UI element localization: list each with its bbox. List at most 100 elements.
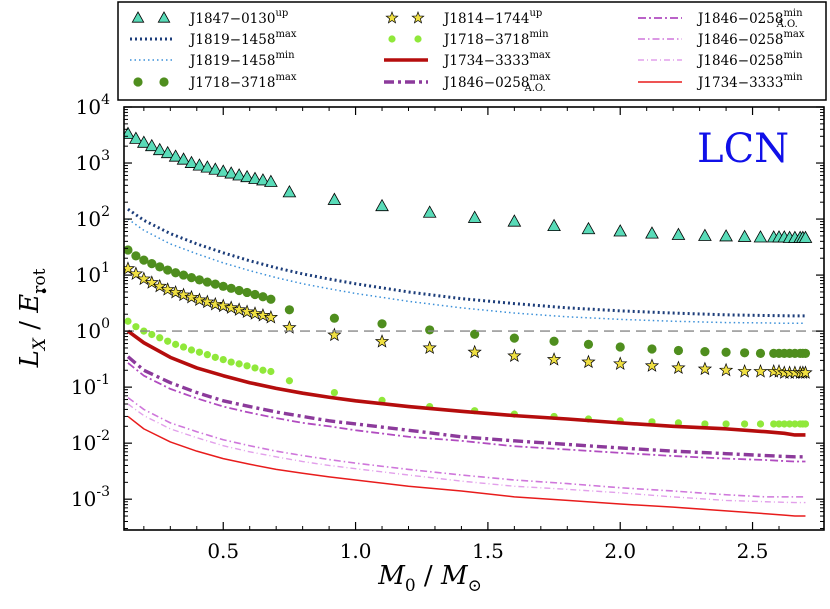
circle-marker bbox=[124, 245, 133, 255]
circle-marker bbox=[775, 420, 783, 428]
triangle-marker bbox=[719, 229, 733, 242]
legend-entry: J1819−1458min bbox=[130, 50, 295, 69]
legend-label: J1846−0258min bbox=[696, 50, 803, 69]
triangle-marker bbox=[264, 174, 278, 187]
series-j1814-1744-up bbox=[124, 261, 813, 379]
series-j1847-0130-up bbox=[124, 126, 813, 243]
triangle-marker bbox=[798, 230, 813, 243]
circle-marker bbox=[509, 333, 519, 343]
circle-marker bbox=[770, 420, 778, 428]
axes: 0.5 1.0 1.5 2.0 2.5 10-3 10-2 10-1 100 101 102 103 1… bbox=[71, 92, 825, 563]
star-marker bbox=[385, 11, 399, 24]
lcn-annotation: LCN bbox=[697, 126, 789, 172]
legend-label: J1819−1458min bbox=[188, 50, 295, 69]
legend-label: J1847−0130up bbox=[188, 8, 288, 27]
circle-marker bbox=[147, 259, 157, 269]
x-tick-label: 1.5 bbox=[472, 539, 504, 563]
legend-box bbox=[117, 1, 827, 101]
triangle-marker bbox=[160, 145, 175, 159]
triangle-marker bbox=[224, 166, 239, 179]
circle-marker bbox=[647, 344, 657, 354]
legend-entry: J1734−3333max bbox=[384, 50, 551, 69]
circle-marker bbox=[284, 305, 295, 315]
legend-entry: J1718−3718min bbox=[388, 29, 549, 48]
legend-label: J1734−3333min bbox=[696, 72, 803, 91]
star-marker bbox=[411, 11, 425, 24]
triangle-marker bbox=[645, 226, 659, 239]
legend-label: J1846−0258max A.O. bbox=[442, 72, 551, 94]
series-j1819-1458-max bbox=[127, 207, 806, 318]
series-line bbox=[127, 396, 806, 498]
y-axis-title: LX / Erot bbox=[15, 268, 50, 368]
legend-entry: J1847−0130up bbox=[131, 8, 288, 27]
circle-marker bbox=[124, 317, 132, 325]
star-marker bbox=[697, 361, 713, 376]
circle-marker bbox=[258, 292, 268, 302]
circle-marker bbox=[178, 270, 189, 280]
y-tick-label: 10-1 bbox=[71, 372, 110, 399]
star-marker bbox=[546, 352, 562, 366]
star-marker bbox=[124, 261, 136, 275]
legend-entry: J1718−3718max bbox=[133, 72, 297, 91]
triangle-marker bbox=[375, 198, 389, 212]
triangle-marker bbox=[232, 168, 246, 181]
y-tick-label: 10-2 bbox=[71, 428, 110, 455]
triangle-marker bbox=[613, 224, 628, 237]
y-tick-label: 10-3 bbox=[71, 484, 110, 511]
series-j1734-3333-max bbox=[126, 329, 806, 437]
circle-marker bbox=[172, 340, 180, 348]
star-marker bbox=[671, 360, 686, 375]
star-marker bbox=[644, 358, 660, 372]
legend: J1847−0130up J1819−1458max J1819−1458min J1… bbox=[117, 1, 827, 101]
star-marker bbox=[200, 294, 215, 309]
circle-marker bbox=[388, 35, 396, 43]
circle-marker bbox=[171, 268, 181, 278]
star-marker bbox=[152, 278, 167, 293]
circle-marker bbox=[267, 367, 275, 376]
circle-marker bbox=[377, 319, 387, 329]
star-marker bbox=[192, 292, 207, 307]
legend-entry: J1846−0258max A.O. bbox=[384, 72, 551, 94]
star-marker bbox=[216, 298, 231, 313]
legend-entry: J1814−1744up bbox=[385, 8, 542, 27]
series-line bbox=[127, 362, 806, 463]
legend-label: J1734−3333max bbox=[442, 50, 551, 69]
star-marker bbox=[798, 365, 813, 379]
series-j1846-0258-max-a-o- bbox=[126, 355, 806, 459]
triangle-marker bbox=[753, 230, 768, 243]
circle-marker bbox=[740, 348, 750, 358]
circle-marker bbox=[186, 273, 197, 283]
triangle-marker bbox=[168, 149, 183, 162]
triangle-marker bbox=[129, 131, 143, 144]
legend-label: J1846−0258max bbox=[696, 29, 805, 48]
legend-entry: J1734−3333min bbox=[638, 72, 803, 91]
triangle-marker bbox=[327, 192, 342, 205]
triangle-marker bbox=[422, 205, 437, 218]
circle-marker bbox=[226, 283, 236, 293]
star-marker bbox=[737, 364, 752, 378]
circle-marker bbox=[159, 77, 169, 87]
series-line bbox=[126, 355, 806, 459]
star-marker bbox=[160, 282, 175, 296]
x-tick-label: 2.5 bbox=[737, 539, 769, 563]
legend-entry: J1819−1458max bbox=[130, 29, 297, 48]
triangle-marker bbox=[216, 164, 231, 177]
circle-marker bbox=[218, 281, 228, 291]
x-tick-label: 0.5 bbox=[207, 539, 239, 563]
circle-marker bbox=[801, 420, 810, 428]
plot-frame bbox=[123, 106, 825, 531]
star-marker bbox=[753, 364, 768, 378]
star-marker bbox=[208, 296, 223, 311]
series-line bbox=[127, 207, 806, 318]
star-marker bbox=[422, 340, 437, 355]
circle-marker bbox=[139, 255, 149, 265]
circle-marker bbox=[243, 362, 251, 370]
star-marker bbox=[263, 309, 279, 324]
legend-label: J1814−1744up bbox=[442, 8, 542, 27]
legend-entry: J1846−0258min bbox=[638, 50, 803, 69]
circle-marker bbox=[425, 325, 435, 335]
triangle-marker bbox=[282, 185, 297, 198]
star-marker bbox=[184, 289, 199, 304]
triangle-marker bbox=[184, 155, 199, 168]
